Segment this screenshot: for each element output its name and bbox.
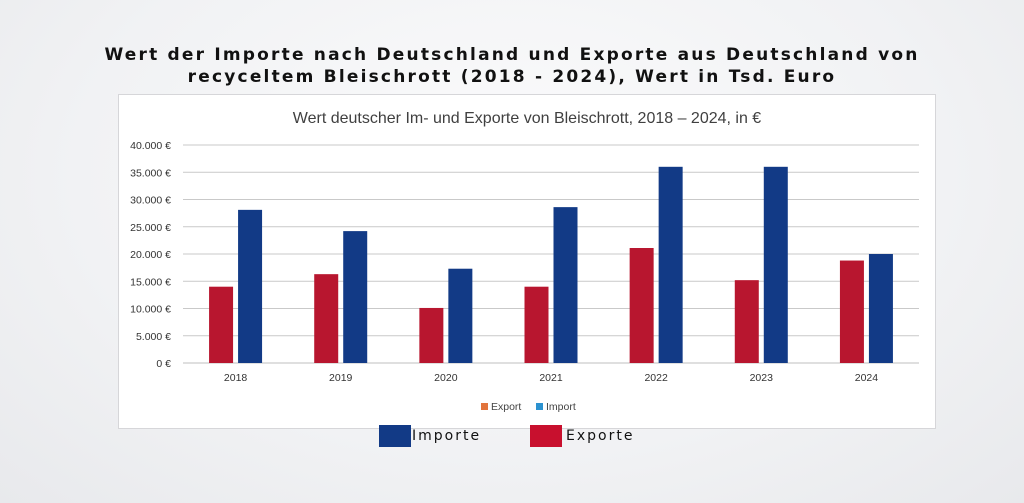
x-tick-label: 2022 (644, 372, 668, 384)
x-tick-label: 2024 (855, 372, 879, 384)
importe-label: Importe (412, 428, 482, 444)
x-axis-labels: 2018 2019 2020 2021 2022 2023 2024 (224, 372, 878, 384)
y-tick-label: 40.000 € (130, 140, 171, 152)
y-tick-label: 0 € (156, 358, 171, 370)
legend-label-export: Export (491, 401, 521, 413)
bar-export-2024 (839, 260, 864, 363)
legend-swatch-import (536, 403, 543, 410)
bar-export-2018 (209, 286, 234, 363)
x-tick-label: 2021 (539, 372, 563, 384)
y-tick-label: 15.000 € (130, 276, 171, 288)
importe-swatch (379, 425, 411, 447)
y-tick-label: 10.000 € (130, 304, 171, 316)
x-tick-label: 2019 (329, 372, 353, 384)
bar-import-2020 (448, 268, 473, 363)
chart-title: Wert deutscher Im- und Exporte von Bleis… (293, 110, 762, 127)
bar-import-2021 (553, 207, 578, 363)
bar-import-2022 (658, 166, 683, 363)
y-tick-label: 35.000 € (130, 167, 171, 179)
y-tick-label: 20.000 € (130, 249, 171, 261)
y-tick-label: 5.000 € (136, 331, 171, 343)
gridlines (183, 144, 919, 364)
bar-import-2018 (238, 209, 263, 363)
bar-chart: Wert deutscher Im- und Exporte von Bleis… (130, 110, 919, 413)
y-tick-label: 30.000 € (130, 195, 171, 207)
bar-export-2019 (314, 274, 339, 363)
x-tick-label: 2018 (224, 372, 248, 384)
exporte-swatch (530, 425, 562, 447)
bar-import-2024 (868, 254, 893, 363)
chart-legend: Export Import (481, 401, 576, 413)
bars (209, 166, 893, 363)
x-tick-label: 2023 (750, 372, 774, 384)
legend-label-import: Import (546, 401, 576, 413)
bar-export-2022 (629, 248, 654, 363)
x-tick-label: 2020 (434, 372, 458, 384)
legend-swatch-export (481, 403, 488, 410)
bar-export-2021 (524, 286, 549, 363)
bar-import-2019 (343, 231, 368, 363)
bottom-legend: Importe Exporte (0, 425, 1024, 449)
bar-export-2020 (419, 307, 444, 363)
bar-import-2023 (763, 166, 788, 363)
y-axis-labels: 0 € 5.000 € 10.000 € 15.000 € 20.000 € 25.000… (130, 140, 171, 370)
chart-card: Wert deutscher Im- und Exporte von Bleis… (118, 94, 936, 429)
exporte-label: Exporte (566, 428, 635, 444)
page-title-line-2: recyceltem Bleischrott (2018 - 2024), We… (187, 67, 837, 87)
bar-export-2023 (734, 280, 759, 363)
y-tick-label: 25.000 € (130, 222, 171, 234)
page-title-line-1: Wert der Importe nach Deutschland und Ex… (104, 45, 920, 65)
